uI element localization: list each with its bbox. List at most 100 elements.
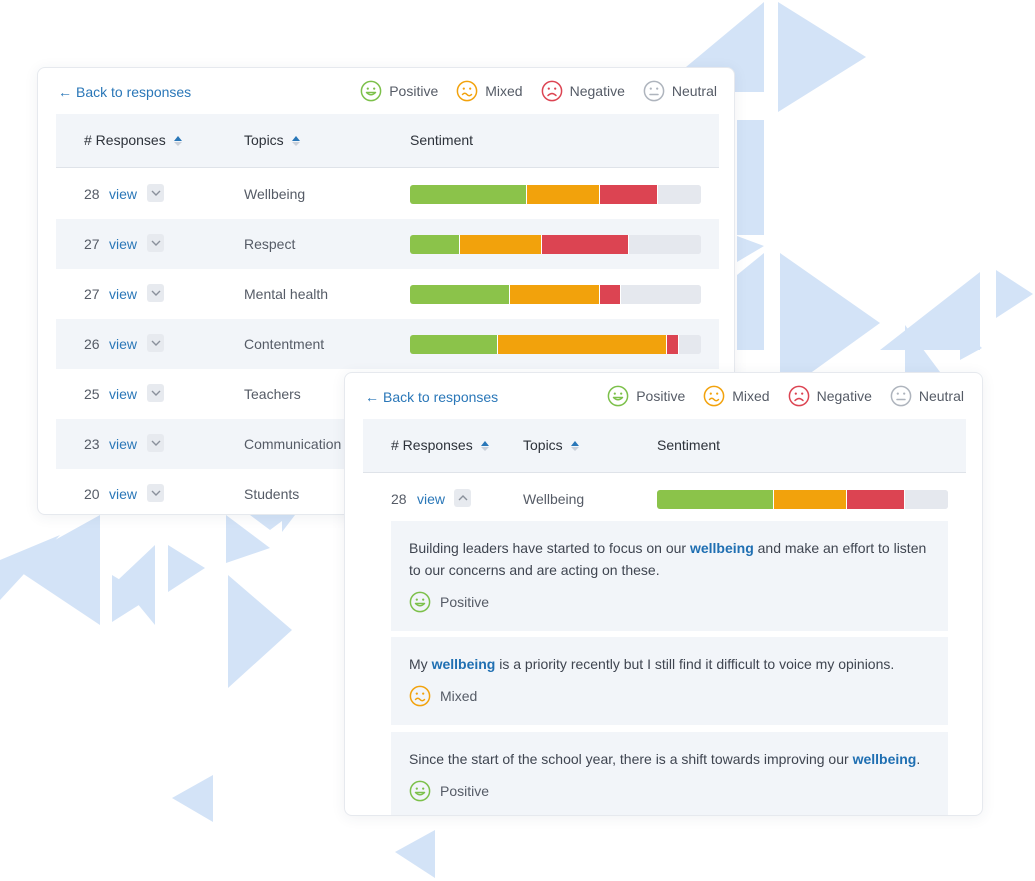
neutral-face-icon — [643, 80, 665, 102]
sort-icon[interactable] — [291, 135, 300, 146]
response-text-part: and make an effort to listen to our conc… — [409, 540, 927, 578]
arrow-left-icon: ← — [365, 389, 379, 405]
view-link[interactable]: view — [417, 491, 446, 507]
sentiment-segment-neutral — [677, 335, 701, 354]
topic-name: Contentment — [244, 336, 325, 352]
sentiment-segment-mixed — [526, 185, 600, 204]
legend-item-mixed: Mixed — [456, 80, 523, 102]
table-row[interactable]: 27 view Mental health — [56, 269, 719, 319]
chevron-down-icon — [151, 490, 160, 496]
legend-label: Negative — [569, 83, 625, 99]
sentiment-segment-mixed — [773, 490, 847, 509]
legend-item-mixed: Mixed — [703, 385, 770, 407]
back-label: Back to responses — [383, 389, 499, 405]
wavy-face-icon — [456, 80, 478, 102]
sentiment-segment-mixed — [508, 285, 600, 304]
expand-toggle[interactable] — [147, 384, 164, 402]
sentiment-segment-negative — [599, 285, 620, 304]
back-to-responses-link[interactable]: ← Back to responses — [365, 389, 498, 405]
col-topics-header[interactable]: Topics — [523, 437, 579, 453]
col-responses-header[interactable]: # Responses — [391, 437, 489, 453]
highlighted-keyword: wellbeing — [852, 751, 917, 767]
expand-toggle[interactable] — [454, 489, 471, 507]
view-link[interactable]: view — [109, 186, 138, 202]
legend-item-neutral: Neutral — [643, 80, 717, 102]
sentiment-segment-positive — [657, 490, 774, 509]
sentiment-segment-negative — [666, 335, 678, 354]
response-sentiment: Positive — [409, 780, 489, 802]
col-topics-label: Topics — [244, 132, 284, 148]
col-responses-header[interactable]: # Responses — [84, 132, 182, 148]
sort-icon[interactable] — [570, 440, 579, 451]
smile-face-icon — [409, 780, 431, 802]
sentiment-legend: Positive Mixed Negative Neutral — [607, 385, 964, 407]
table-row[interactable]: 20 view Students — [56, 469, 719, 514]
response-text: Since the start of the school year, ther… — [409, 748, 936, 770]
expand-toggle[interactable] — [147, 434, 164, 452]
sentiment-segment-neutral — [657, 185, 701, 204]
topic-name: Wellbeing — [523, 491, 585, 507]
table-header: # Responses Topics Sentiment — [56, 114, 719, 168]
topic-name: Students — [244, 486, 300, 502]
legend-label: Mixed — [485, 83, 523, 99]
sentiment-segment-positive — [410, 235, 460, 254]
sentiment-segment-negative — [846, 490, 905, 509]
table-row[interactable]: 28 view Wellbeing — [56, 169, 719, 219]
chevron-down-icon — [151, 340, 160, 346]
table-row[interactable]: 25 view Teachers — [56, 369, 719, 419]
response-count: 28 — [391, 491, 407, 507]
sentiment-label: Positive — [440, 594, 490, 610]
sentiment-segment-neutral — [619, 285, 701, 304]
view-link[interactable]: view — [109, 236, 138, 252]
col-topics-header[interactable]: Topics — [244, 132, 300, 148]
legend-label: Neutral — [671, 83, 717, 99]
view-link[interactable]: view — [109, 336, 138, 352]
legend-item-negative: Negative — [541, 80, 625, 102]
table-row[interactable]: 26 view Contentment — [56, 319, 719, 369]
legend-label: Positive — [636, 388, 686, 404]
table-header: # Responses Topics Sentiment — [363, 419, 966, 473]
expand-toggle[interactable] — [147, 284, 164, 302]
view-link[interactable]: view — [109, 286, 138, 302]
sentiment-bar — [410, 185, 701, 204]
legend-item-positive: Positive — [607, 385, 685, 407]
col-sentiment-label: Sentiment — [657, 437, 721, 453]
sentiment-bar — [410, 285, 701, 304]
chevron-up-icon — [458, 495, 467, 501]
sentiment-segment-positive — [410, 285, 509, 304]
response-text-part: . — [916, 751, 921, 767]
view-link[interactable]: view — [109, 386, 138, 402]
sort-icon[interactable] — [480, 440, 489, 451]
expand-toggle[interactable] — [147, 484, 164, 502]
topic-name: Mental health — [244, 286, 329, 302]
response-count: 27 — [84, 236, 100, 252]
response-sentiment: Positive — [409, 591, 489, 613]
wavy-face-icon — [409, 685, 431, 707]
sentiment-segment-negative — [540, 235, 629, 254]
view-link[interactable]: view — [109, 436, 138, 452]
topic-name: Wellbeing — [244, 186, 306, 202]
sad-face-icon — [541, 80, 562, 102]
expand-toggle[interactable] — [147, 334, 164, 352]
arrow-left-icon: ← — [58, 84, 72, 100]
legend-label: Positive — [389, 83, 439, 99]
response-text: My wellbeing is a priority recently but … — [409, 653, 936, 675]
topic-name: Communication — [244, 436, 342, 452]
response-count: 27 — [84, 286, 100, 302]
view-link[interactable]: view — [109, 486, 138, 502]
chevron-down-icon — [151, 390, 160, 396]
sentiment-bar — [410, 335, 701, 354]
response-count: 28 — [84, 186, 100, 202]
smile-face-icon — [409, 591, 431, 613]
response-count: 25 — [84, 386, 100, 402]
response-count: 20 — [84, 486, 100, 502]
table-row[interactable]: 27 view Respect — [56, 219, 719, 269]
back-to-responses-link[interactable]: ← Back to responses — [58, 84, 191, 100]
legend-item-positive: Positive — [360, 80, 438, 102]
sort-icon[interactable] — [173, 135, 182, 146]
expand-toggle[interactable] — [147, 234, 164, 252]
chevron-down-icon — [151, 440, 160, 446]
expand-toggle[interactable] — [147, 184, 164, 202]
col-sentiment-label: Sentiment — [410, 132, 474, 148]
